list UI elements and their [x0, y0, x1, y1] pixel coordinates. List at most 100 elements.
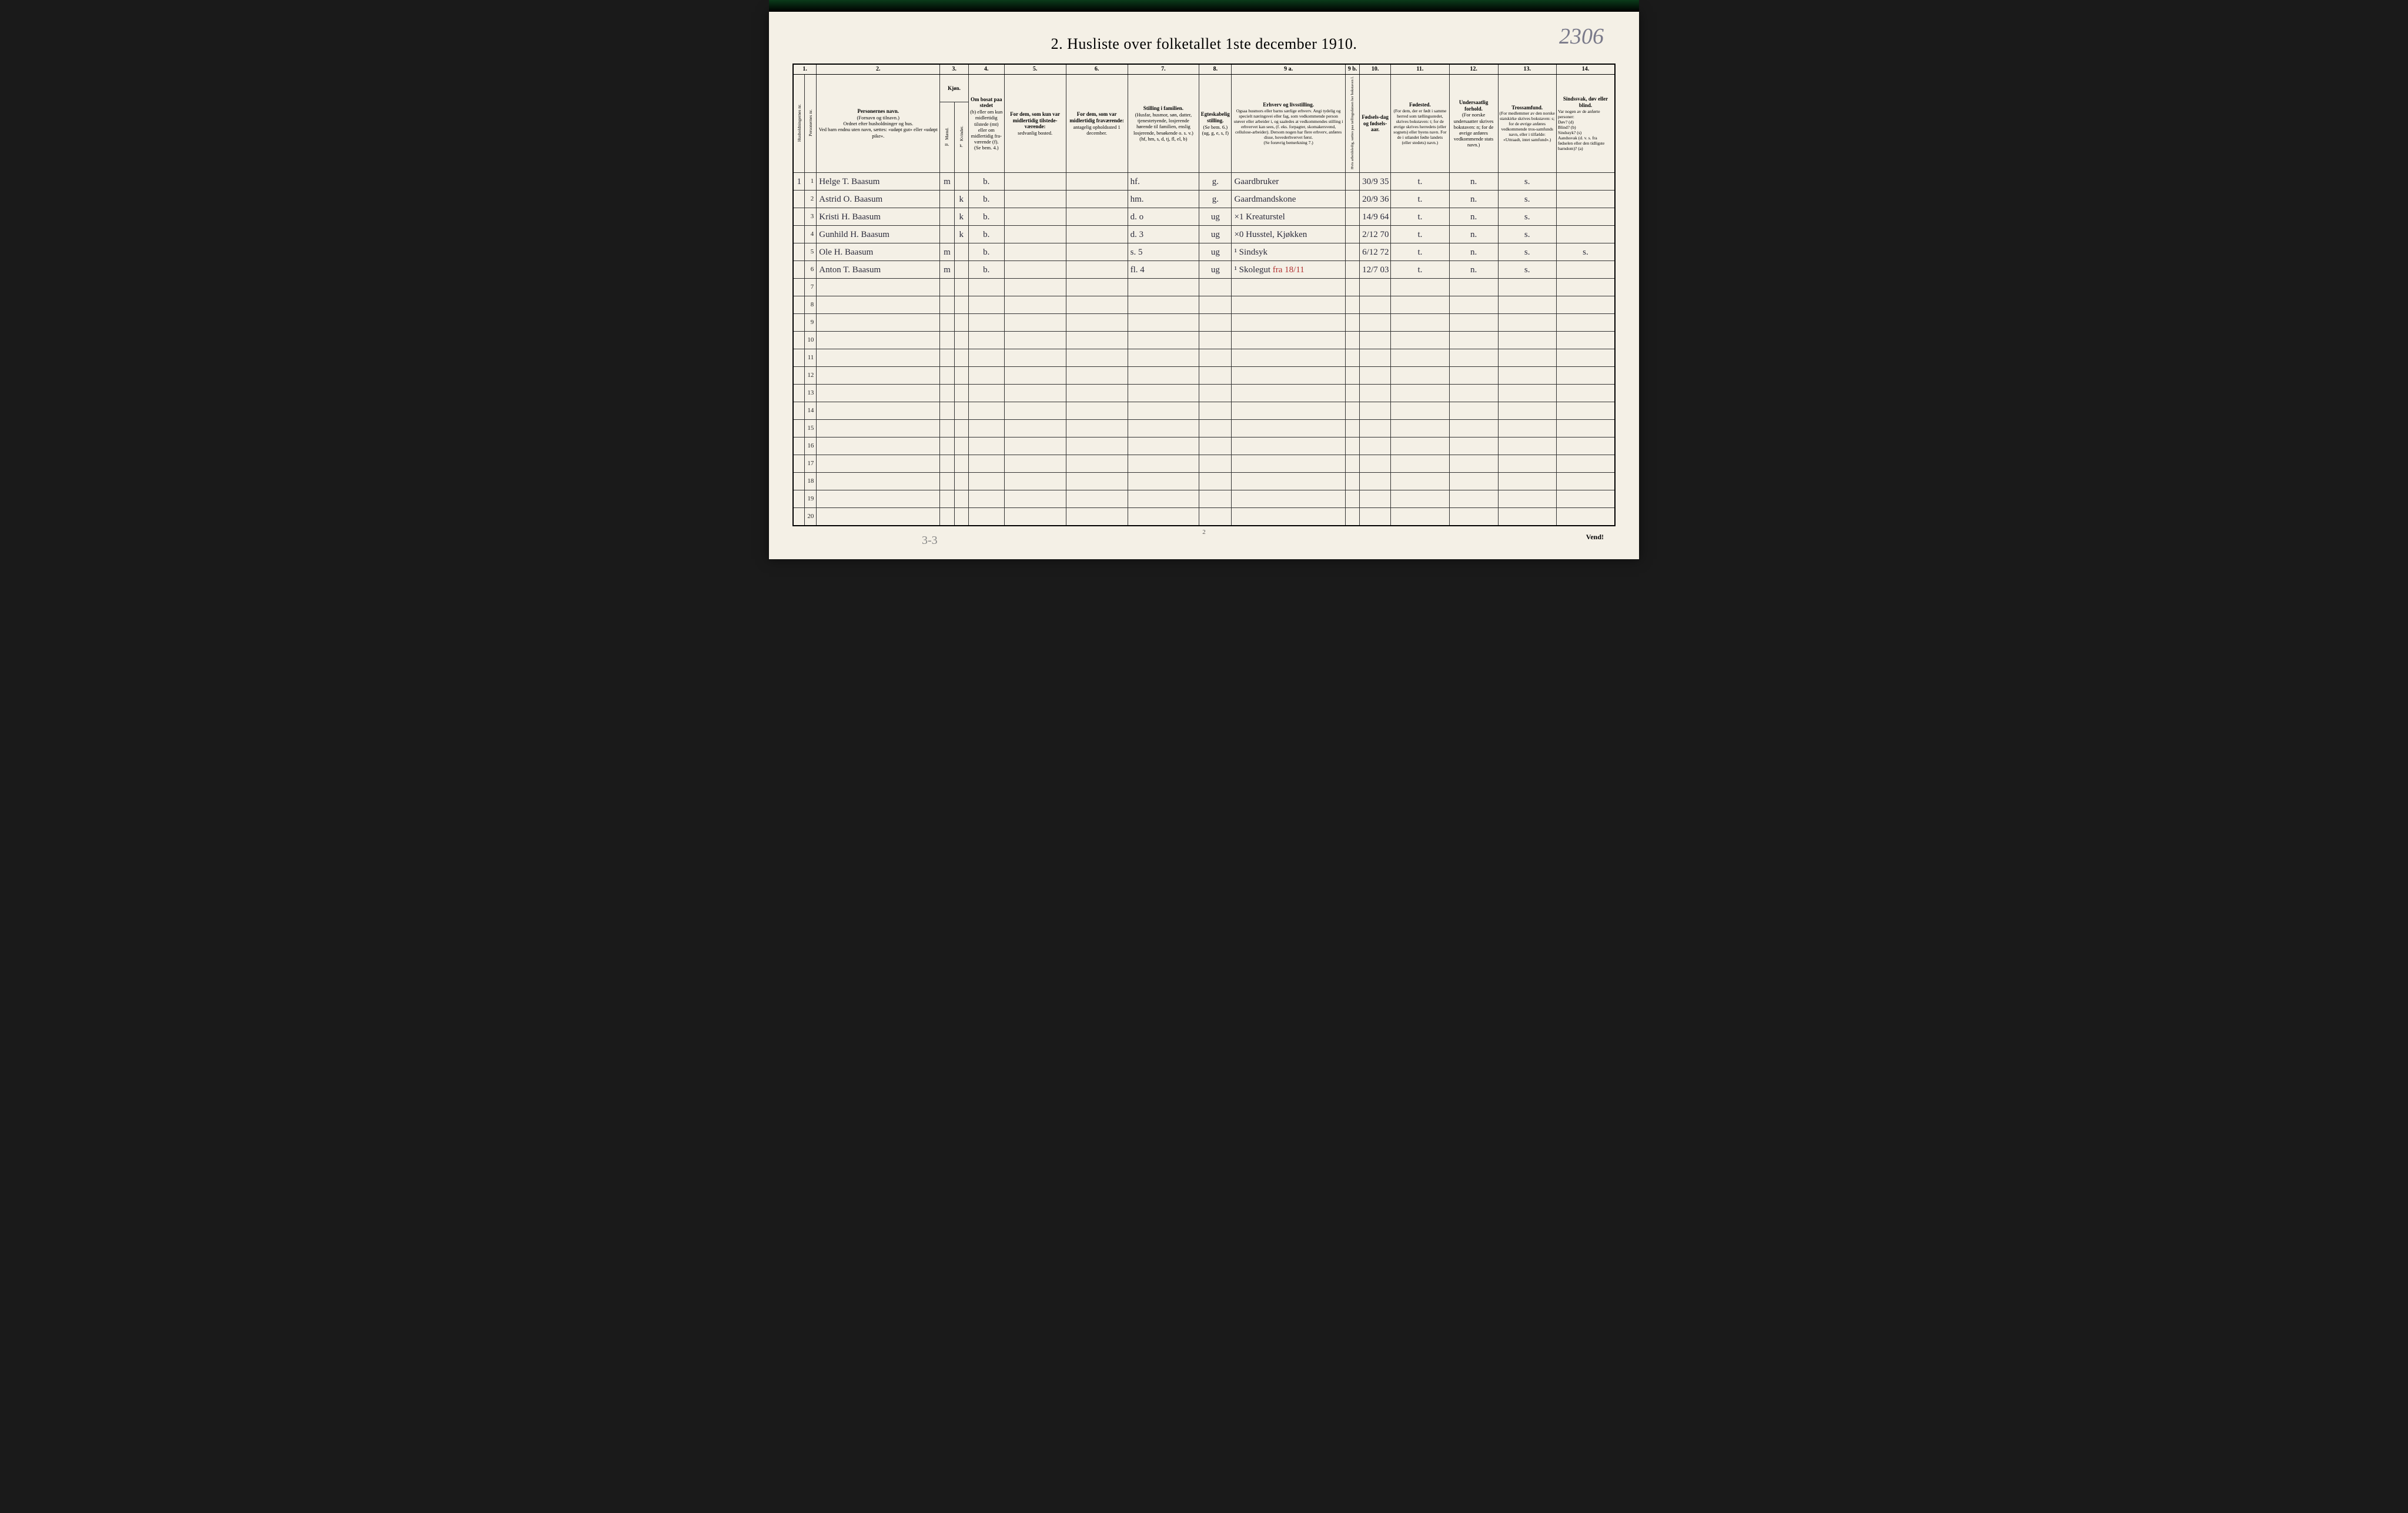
- cell-residence: [968, 473, 1004, 490]
- cell-nationality: [1449, 455, 1498, 473]
- cell-disability: [1556, 490, 1615, 508]
- cell-disability: [1556, 208, 1615, 226]
- cell-temp-present: [1004, 473, 1066, 490]
- cell-pn: 8: [805, 296, 817, 314]
- cell-religion: s.: [1498, 261, 1556, 279]
- cell-name: [817, 349, 940, 367]
- cell-sex-m: [940, 191, 954, 208]
- cell-hh: [793, 490, 805, 508]
- cell-name: [817, 420, 940, 437]
- cell-temp-absent: [1066, 261, 1128, 279]
- cell-unemployed: [1345, 314, 1359, 332]
- vend-label: Vend!: [1586, 533, 1604, 542]
- cell-birth: 30/9 35: [1360, 173, 1391, 191]
- cell-temp-present: [1004, 455, 1066, 473]
- cell-marital: [1199, 437, 1232, 455]
- cell-disability: [1556, 473, 1615, 490]
- cell-family: [1128, 349, 1199, 367]
- cell-disability: [1556, 173, 1615, 191]
- cell-nationality: [1449, 473, 1498, 490]
- colnum-10: 10.: [1360, 64, 1391, 75]
- cell-temp-present: [1004, 402, 1066, 420]
- cell-family: [1128, 455, 1199, 473]
- cell-name: [817, 455, 940, 473]
- cell-temp-present: [1004, 314, 1066, 332]
- cell-temp-present: [1004, 349, 1066, 367]
- cell-disability: s.: [1556, 243, 1615, 261]
- cell-temp-present: [1004, 261, 1066, 279]
- cell-sex-k: [954, 385, 968, 402]
- cell-marital: ug: [1199, 261, 1232, 279]
- colnum-8: 8.: [1199, 64, 1232, 75]
- cell-birth: [1360, 402, 1391, 420]
- cell-temp-present: [1004, 490, 1066, 508]
- cell-hh: [793, 455, 805, 473]
- cell-name: Helge T. Baasum: [817, 173, 940, 191]
- cell-unemployed: [1345, 437, 1359, 455]
- cell-temp-absent: [1066, 226, 1128, 243]
- cell-sex-k: [954, 243, 968, 261]
- colnum-13: 13.: [1498, 64, 1556, 75]
- cell-birth: [1360, 385, 1391, 402]
- cell-nationality: [1449, 279, 1498, 296]
- cell-pn: 9: [805, 314, 817, 332]
- table-row: 8: [793, 296, 1615, 314]
- cell-nationality: n.: [1449, 208, 1498, 226]
- footer-page-number: 2: [792, 529, 1616, 536]
- table-row: 11Helge T. Baasummb.hf.g.Gaardbruker30/9…: [793, 173, 1615, 191]
- cell-disability: [1556, 332, 1615, 349]
- cell-pn: 5: [805, 243, 817, 261]
- cell-birthplace: [1391, 314, 1449, 332]
- cell-unemployed: [1345, 420, 1359, 437]
- cell-family: hf.: [1128, 173, 1199, 191]
- table-row: 19: [793, 490, 1615, 508]
- cell-marital: [1199, 367, 1232, 385]
- cell-temp-absent: [1066, 279, 1128, 296]
- cell-name: Gunhild H. Baasum: [817, 226, 940, 243]
- colnum-3: 3.: [940, 64, 969, 75]
- cell-sex-k: [954, 173, 968, 191]
- cell-residence: [968, 437, 1004, 455]
- colnum-9b: 9 b.: [1345, 64, 1359, 75]
- cell-unemployed: [1345, 208, 1359, 226]
- cell-sex-k: k: [954, 226, 968, 243]
- cell-name: [817, 473, 940, 490]
- cell-hh: [793, 191, 805, 208]
- cell-name: [817, 314, 940, 332]
- cell-birthplace: [1391, 437, 1449, 455]
- page-title: 2. Husliste over folketallet 1ste decemb…: [792, 35, 1616, 53]
- cell-occupation: [1232, 349, 1345, 367]
- cell-occupation: [1232, 332, 1345, 349]
- cell-sex-m: [940, 455, 954, 473]
- cell-residence: [968, 402, 1004, 420]
- cell-hh: [793, 420, 805, 437]
- cell-sex-m: [940, 367, 954, 385]
- cell-name: Astrid O. Baasum: [817, 191, 940, 208]
- cell-hh: [793, 296, 805, 314]
- cell-sex-k: [954, 349, 968, 367]
- cell-birth: [1360, 490, 1391, 508]
- cell-sex-k: [954, 473, 968, 490]
- cell-temp-present: [1004, 385, 1066, 402]
- cell-family: fl. 4: [1128, 261, 1199, 279]
- cell-occupation: [1232, 508, 1345, 526]
- cell-nationality: [1449, 402, 1498, 420]
- cell-unemployed: [1345, 473, 1359, 490]
- cell-religion: [1498, 349, 1556, 367]
- cell-sex-k: [954, 455, 968, 473]
- cell-hh: [793, 367, 805, 385]
- cell-occupation: [1232, 455, 1345, 473]
- table-row: 4Gunhild H. Baasumkb.d. 3ug×0 Husstel, K…: [793, 226, 1615, 243]
- hdr-religion: Trossamfund. (For medlemmer av den norsk…: [1498, 75, 1556, 173]
- cell-family: d. o: [1128, 208, 1199, 226]
- cell-marital: [1199, 349, 1232, 367]
- cell-sex-m: [940, 226, 954, 243]
- cell-birth: [1360, 296, 1391, 314]
- cell-temp-absent: [1066, 402, 1128, 420]
- cell-birth: [1360, 332, 1391, 349]
- cell-pn: 17: [805, 455, 817, 473]
- cell-pn: 20: [805, 508, 817, 526]
- column-number-row: 1. 2. 3. 4. 5. 6. 7. 8. 9 a. 9 b. 10. 11…: [793, 64, 1615, 75]
- cell-birth: 14/9 64: [1360, 208, 1391, 226]
- cell-name: [817, 296, 940, 314]
